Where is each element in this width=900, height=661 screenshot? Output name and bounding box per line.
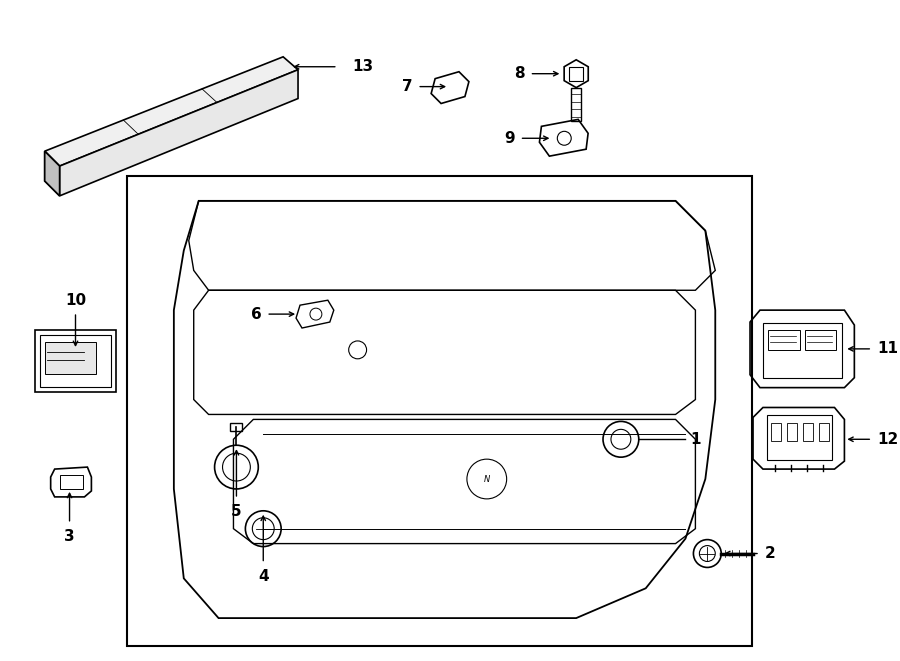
- Text: 10: 10: [65, 293, 86, 308]
- Bar: [40, 335, 112, 387]
- Bar: [787, 424, 796, 442]
- Polygon shape: [45, 57, 298, 166]
- Bar: [763, 323, 842, 377]
- Text: 1: 1: [690, 432, 701, 447]
- Text: 12: 12: [878, 432, 898, 447]
- Bar: [127, 176, 752, 646]
- Text: 7: 7: [401, 79, 412, 94]
- Bar: [771, 424, 781, 442]
- Text: 3: 3: [64, 529, 75, 544]
- Bar: [767, 416, 832, 460]
- Polygon shape: [45, 151, 59, 196]
- Bar: [805, 330, 836, 350]
- Text: 11: 11: [878, 341, 898, 356]
- Text: 13: 13: [353, 59, 374, 74]
- Bar: [803, 424, 813, 442]
- Bar: [819, 424, 829, 442]
- Text: N: N: [483, 475, 490, 483]
- Bar: [45, 342, 96, 373]
- Bar: [59, 475, 84, 489]
- Text: 4: 4: [258, 569, 268, 584]
- Text: 8: 8: [514, 66, 525, 81]
- Text: 2: 2: [765, 546, 776, 561]
- Text: 9: 9: [504, 131, 515, 146]
- Bar: [768, 330, 800, 350]
- Polygon shape: [59, 69, 298, 196]
- Text: 5: 5: [231, 504, 242, 520]
- Text: 6: 6: [250, 307, 261, 322]
- Bar: [35, 330, 116, 391]
- Polygon shape: [45, 151, 59, 196]
- Bar: [230, 424, 242, 432]
